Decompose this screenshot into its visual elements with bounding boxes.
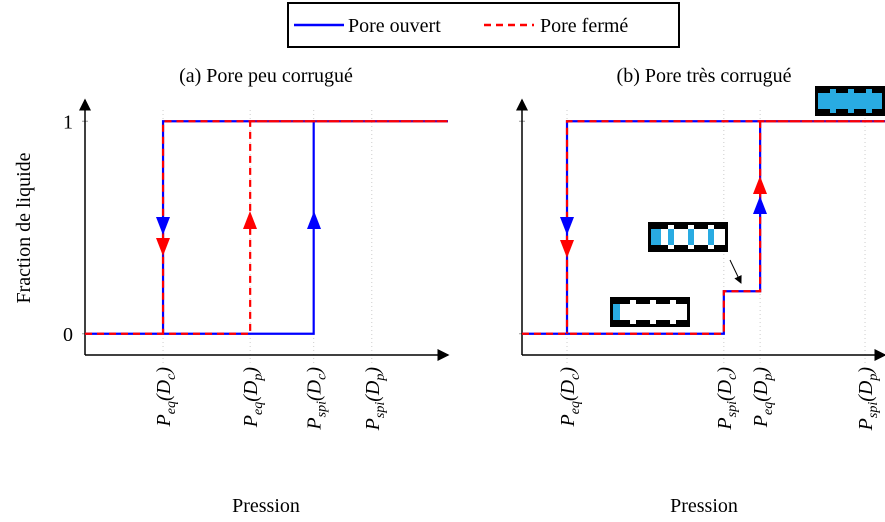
y-axis-label: Fraction de liquide [13, 152, 35, 303]
pore-icon [648, 222, 728, 252]
x-tick-label: Pspi(Dc) [714, 367, 740, 431]
x-tick-label: Pspi(Dc) [304, 367, 330, 431]
x-tick-label: Pspi(Dp) [362, 367, 388, 432]
plots: 0 1 Peq(Dc) Peq(Dp) Pspi(Dc) Pspi(Dp) Peq(Dc) P… [63, 98, 885, 432]
chart-title: (a) Pore peu corrugué [179, 65, 353, 87]
legend-box [287, 2, 680, 48]
x-tick-label: Pspi(Dp) [855, 367, 881, 432]
pore-icon [610, 297, 690, 327]
x-tick-label: Peq(Dp) [240, 367, 266, 429]
direction-arrows [156, 176, 767, 258]
legend-label: Pore fermé [540, 15, 628, 37]
x-tick-label: Peq(Dc) [557, 367, 583, 428]
pore-icon [815, 86, 885, 116]
series-line [85, 120, 448, 335]
x-axis-label: Pression [670, 495, 738, 517]
y-tick-label: 1 [63, 111, 73, 133]
x-tick-label: Peq(Dp) [750, 367, 776, 429]
y-tick-label: 0 [63, 324, 73, 346]
x-axis-label: Pression [232, 495, 300, 517]
chart-title: (b) Pore très corrugué [617, 65, 792, 87]
legend-label: Pore ouvert [348, 15, 441, 37]
pointer-arrow [729, 259, 742, 284]
x-tick-label: Peq(Dc) [153, 367, 179, 428]
series-line [85, 120, 448, 335]
